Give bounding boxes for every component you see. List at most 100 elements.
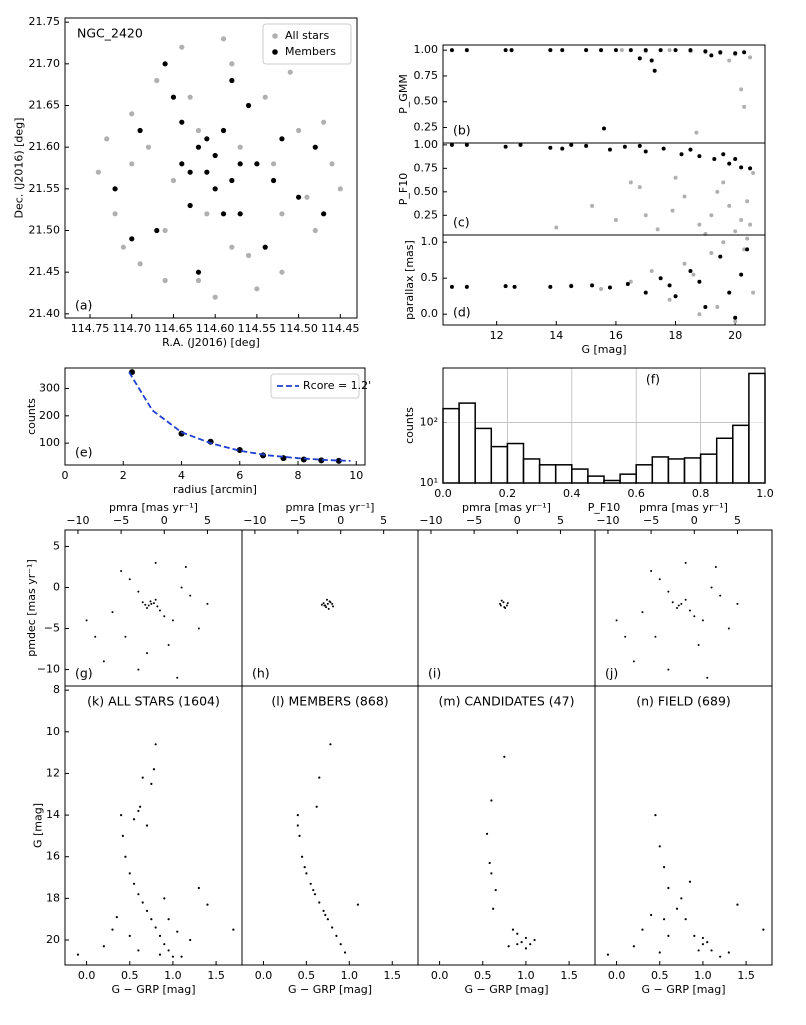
point (697, 279, 702, 284)
x-tick-label: 114.65 (154, 322, 193, 335)
x-tick-label: −5 (290, 514, 306, 527)
histogram-bar (699, 453, 718, 484)
x-axis-label: G − GRP [mag] (111, 983, 195, 996)
axes-frame (64, 685, 243, 966)
point (709, 213, 714, 218)
y-tick-label: 21.60 (29, 140, 61, 153)
point (613, 48, 618, 53)
panel-label: (e) (75, 445, 92, 460)
point (220, 36, 227, 42)
panel-title: (m) CANDIDATES (47) (439, 694, 575, 709)
point (312, 144, 318, 150)
point (326, 918, 329, 921)
point (706, 940, 709, 944)
point (180, 955, 183, 958)
point (694, 130, 699, 135)
x-tick-label: 0.0 (431, 969, 449, 982)
point (147, 604, 150, 607)
point (171, 619, 174, 622)
point (490, 872, 493, 875)
point (494, 888, 497, 892)
axes-frame (64, 17, 358, 319)
point (95, 169, 101, 175)
x-tick-label: −10 (419, 514, 442, 527)
point (212, 294, 218, 300)
point (318, 457, 325, 464)
x-tick-label: 18 (669, 329, 683, 342)
y-axis-label: P_F10 (397, 173, 410, 205)
axes-frame (64, 367, 366, 466)
point (703, 49, 708, 54)
axes-frame (417, 529, 596, 687)
axes-frame (594, 529, 773, 687)
point (606, 953, 610, 956)
point (721, 180, 726, 185)
point (688, 269, 693, 273)
point (335, 934, 338, 937)
point (315, 805, 318, 808)
point (748, 222, 753, 227)
point (279, 269, 285, 275)
point (727, 951, 730, 954)
x-tick-label: 5 (734, 514, 741, 527)
point (679, 152, 684, 157)
point (649, 269, 654, 273)
point (343, 951, 347, 954)
axes-frame (64, 529, 243, 687)
point (180, 586, 183, 589)
x-tick-label: 0 (161, 514, 168, 527)
y-tick-label: 0.25 (414, 121, 439, 134)
x-tick-label: 0 (337, 514, 344, 527)
point (112, 186, 118, 192)
point (667, 48, 672, 53)
point (719, 594, 722, 597)
point (137, 809, 140, 813)
y-tick-label: 0.50 (414, 185, 439, 198)
x-tick-label: 114.45 (321, 322, 360, 335)
point (220, 211, 227, 217)
point (279, 136, 285, 142)
x-tick-label: 2 (120, 469, 127, 482)
point (154, 227, 160, 234)
point (318, 901, 321, 904)
point (742, 104, 747, 109)
point (85, 619, 88, 622)
x-tick-label: 10 (349, 469, 363, 482)
point (667, 934, 670, 937)
point (762, 928, 765, 931)
point (204, 211, 210, 217)
point (329, 161, 335, 167)
point (120, 570, 123, 573)
point (505, 604, 508, 607)
x-tick-label: −5 (113, 514, 129, 527)
point (325, 598, 328, 601)
point (516, 943, 519, 946)
histogram-bar (619, 473, 637, 484)
x-axis-label: pmra [mas yr⁻¹] (639, 501, 728, 514)
point (697, 949, 700, 952)
point (709, 251, 714, 255)
point (590, 203, 595, 208)
point (693, 934, 696, 937)
point (220, 127, 227, 134)
point (667, 886, 670, 890)
axes-frame (241, 529, 419, 687)
point (736, 903, 739, 906)
point (152, 768, 156, 771)
point (739, 272, 744, 277)
point (167, 643, 170, 646)
point (296, 127, 302, 134)
point (560, 146, 565, 151)
x-tick-label: 1.5 (737, 969, 755, 982)
point (745, 247, 750, 252)
legend-box (270, 373, 360, 399)
point (509, 48, 514, 53)
x-axis-label: R.A. (J2016) [deg] (162, 336, 260, 349)
point (710, 949, 713, 952)
point (296, 824, 299, 827)
point (697, 222, 702, 227)
x-tick-label: −5 (466, 514, 482, 527)
point (129, 111, 135, 117)
point (727, 627, 730, 630)
point (688, 609, 691, 612)
